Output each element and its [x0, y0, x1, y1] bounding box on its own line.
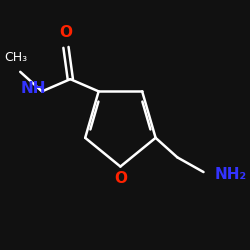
Text: NH: NH — [20, 82, 46, 96]
Text: NH₂: NH₂ — [214, 167, 246, 182]
Text: O: O — [60, 25, 72, 40]
Text: O: O — [114, 172, 127, 186]
Text: CH₃: CH₃ — [4, 52, 28, 64]
